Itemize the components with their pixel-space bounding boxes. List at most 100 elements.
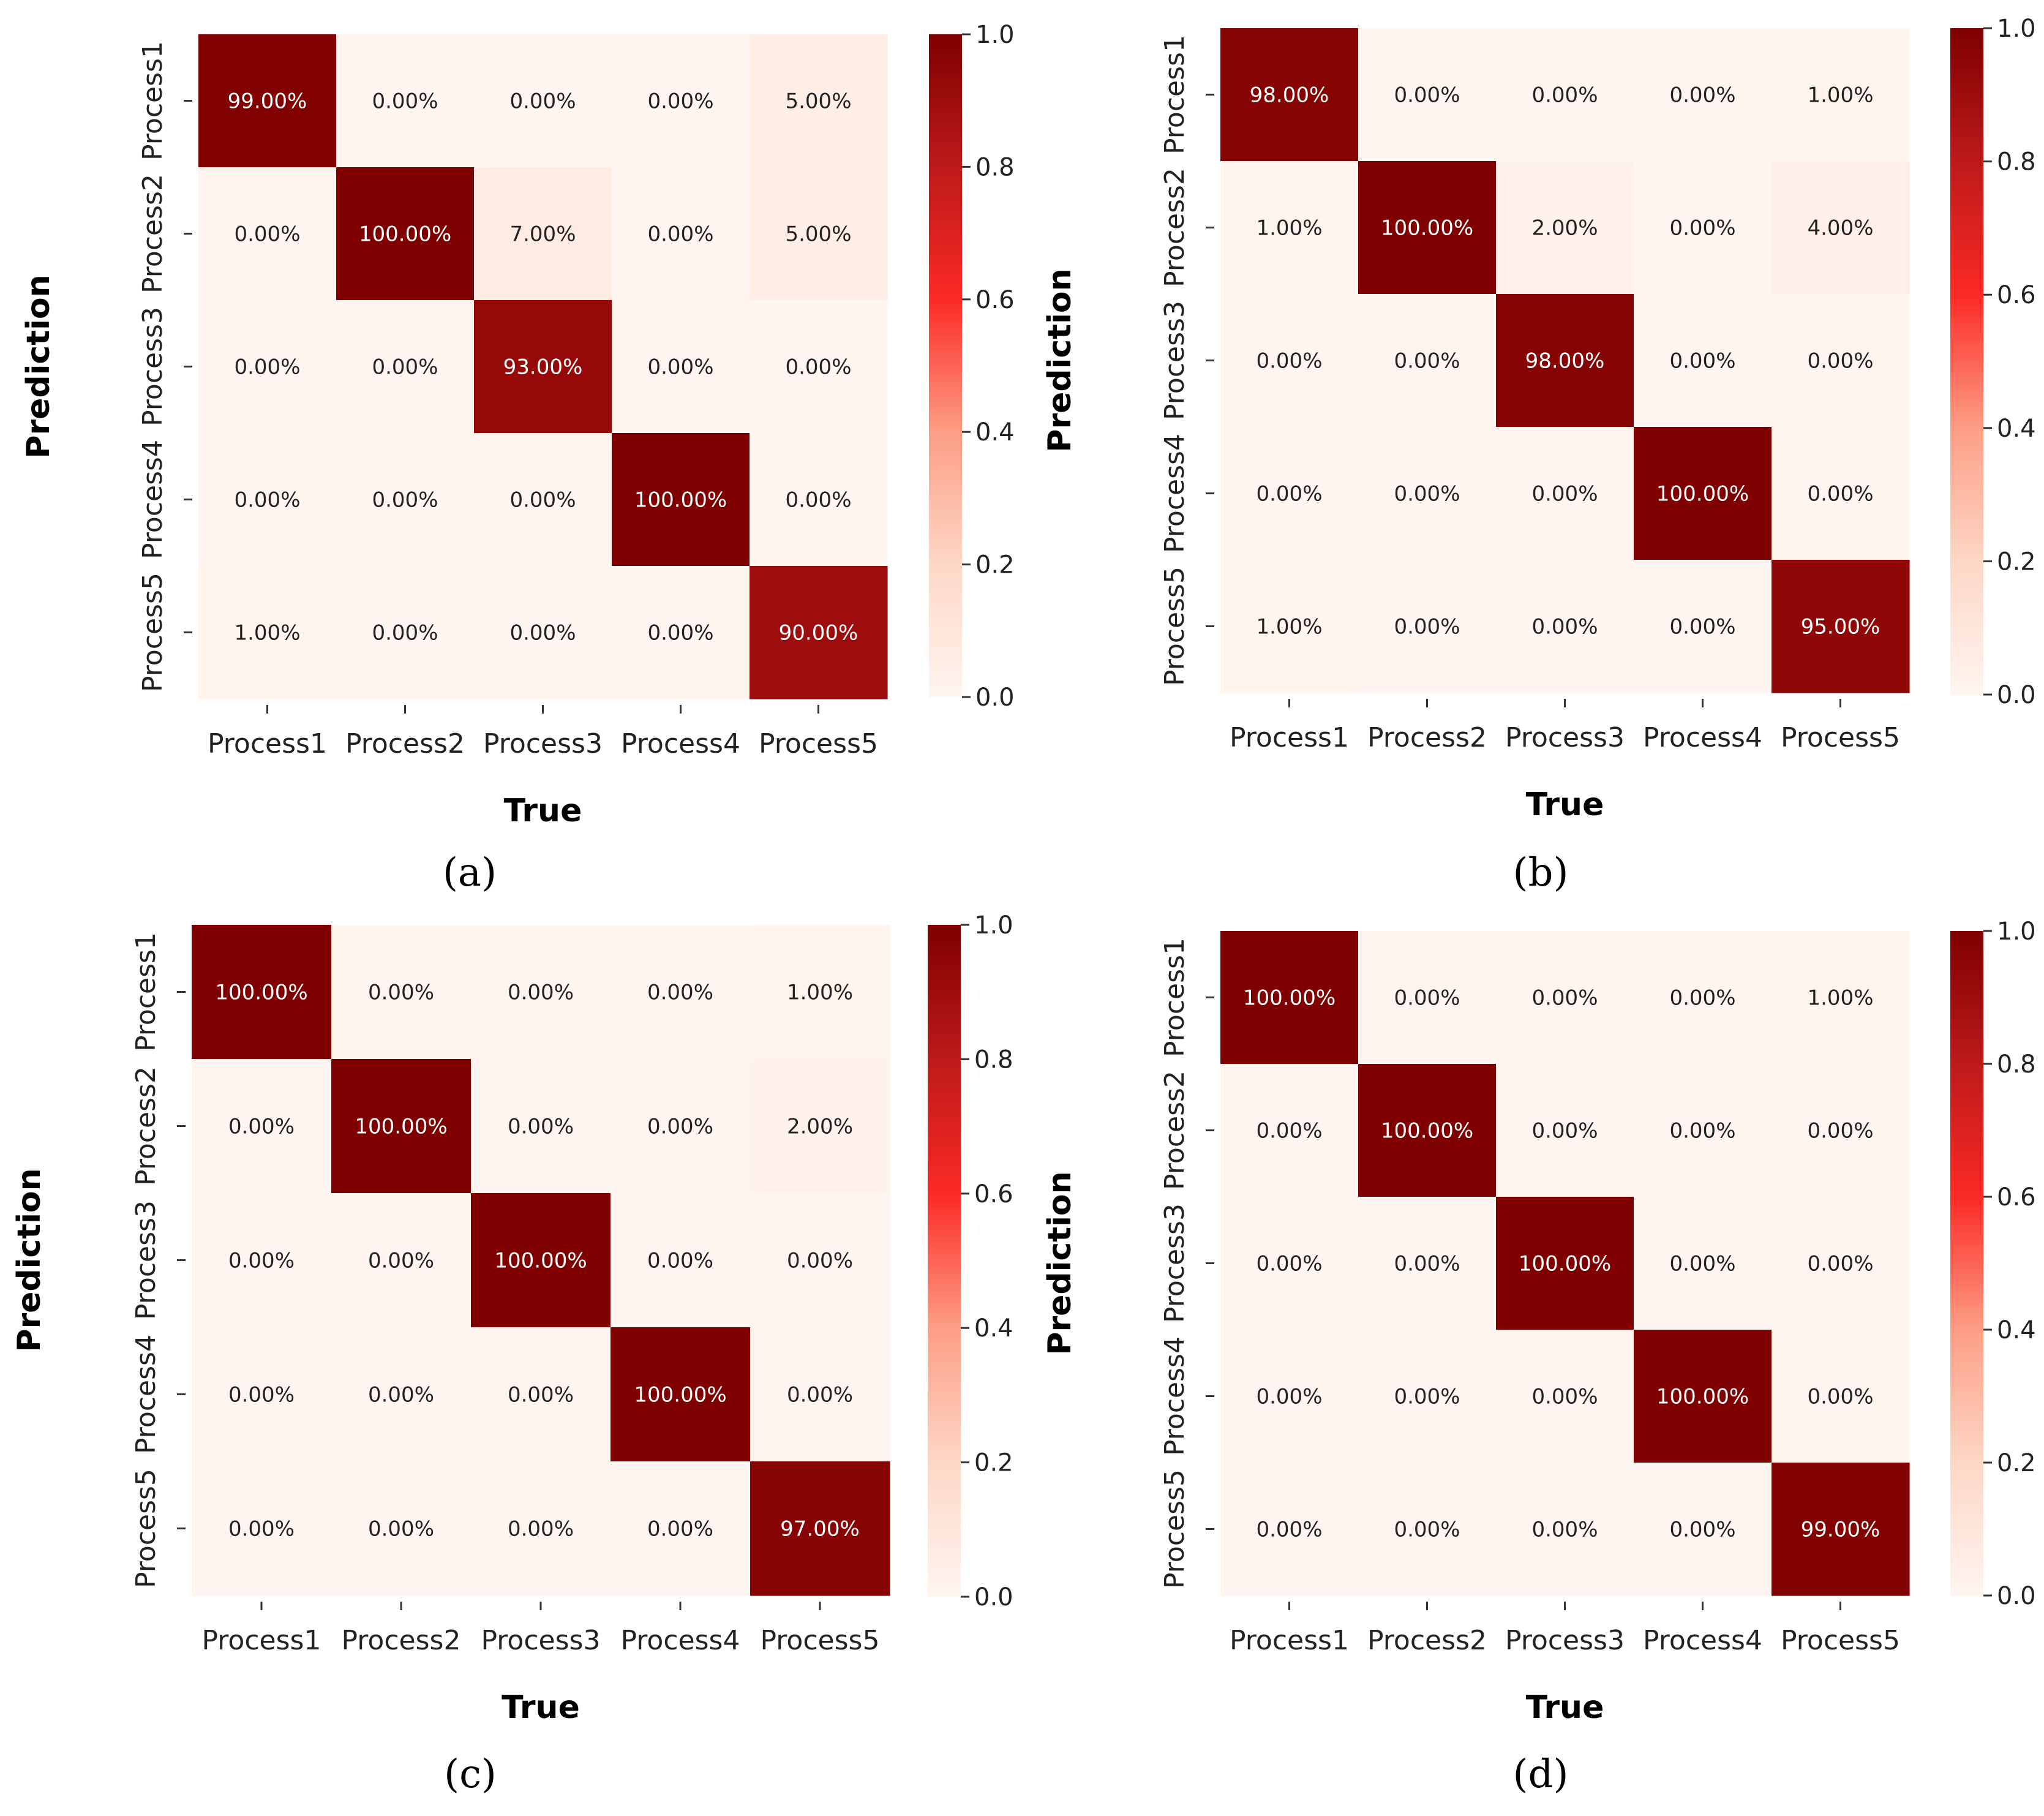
- x-axis-title: True: [1526, 1689, 1604, 1726]
- colorbar: [928, 925, 961, 1597]
- colorbar-tick-label: 0.4: [975, 418, 1015, 446]
- cell-value-label: 0.00%: [1256, 349, 1322, 374]
- heatmap-cell: [750, 433, 888, 567]
- y-tick-label: Process1: [1159, 938, 1190, 1057]
- heatmap-cell: [1634, 1463, 1772, 1596]
- cell-value-label: 4.00%: [1807, 216, 1873, 241]
- colorbar-tick-label: 0.6: [1997, 1183, 2036, 1211]
- colorbar-tick-label: 0.0: [1997, 1582, 2036, 1610]
- cell-value-label: 0.00%: [1669, 83, 1735, 108]
- heatmap-cell: [611, 1327, 751, 1462]
- heatmap-cell: [1634, 931, 1772, 1064]
- heatmap-cell: [1358, 427, 1497, 560]
- colorbar-tick-label: 0.6: [974, 1180, 1013, 1208]
- cell-value-label: 0.00%: [1531, 1119, 1598, 1143]
- cell-value-label: 1.00%: [234, 621, 300, 646]
- cell-value-label: 2.00%: [1531, 216, 1598, 241]
- cell-value-label: 95.00%: [1801, 615, 1881, 639]
- colorbar-tick-label: 0.4: [1997, 415, 2036, 443]
- heatmap-cell: [1220, 427, 1359, 560]
- heatmap-cell: [1772, 1064, 1910, 1197]
- panel-caption: (c): [444, 1752, 497, 1797]
- heatmap-cell: [336, 167, 475, 301]
- y-tick-label: Process3: [130, 1200, 162, 1320]
- y-tick-label: Process1: [137, 41, 168, 160]
- heatmap-cell: [331, 1461, 472, 1596]
- cell-value-label: 0.00%: [785, 488, 851, 513]
- cell-value-label: 0.00%: [647, 1115, 713, 1139]
- cell-value-label: 0.00%: [1531, 1385, 1598, 1409]
- x-axis-title: True: [504, 793, 582, 829]
- x-tick-label: Process1: [202, 1625, 321, 1656]
- cell-value-label: 0.00%: [1807, 1385, 1873, 1409]
- colorbar-tick-label: 0.8: [1997, 1050, 2036, 1079]
- colorbar-tick-label: 0.0: [1997, 681, 2036, 709]
- heatmap-cell: [1772, 1330, 1910, 1463]
- heatmap-cell: [1496, 1197, 1634, 1330]
- heatmap-cell: [1496, 1064, 1634, 1197]
- heatmap-cell: [331, 925, 472, 1060]
- y-tick-label: Process2: [1159, 168, 1190, 287]
- heatmap-cell: [1772, 427, 1910, 560]
- cell-value-label: 0.00%: [1394, 1518, 1460, 1542]
- x-tick-label: Process2: [342, 1625, 461, 1656]
- heatmap-cell: [336, 300, 475, 434]
- cell-value-label: 0.00%: [234, 355, 300, 380]
- heatmap-cell: [1496, 294, 1634, 428]
- cell-value-label: 100.00%: [1656, 1385, 1749, 1409]
- colorbar-tick-label: 1.0: [975, 21, 1015, 49]
- cell-value-label: 90.00%: [779, 621, 859, 646]
- panel-b: 98.00% 0.00% 0.00% 0.00% 1.00% 1.00% 100.00% 2.…: [1042, 15, 2036, 895]
- cell-value-label: 0.00%: [1394, 482, 1460, 507]
- heatmap-cell: [1220, 294, 1359, 428]
- colorbar-tick-label: 0.4: [974, 1314, 1013, 1343]
- cell-value-label: 0.00%: [1394, 349, 1460, 374]
- y-tick-label: Process2: [130, 1066, 162, 1186]
- heatmap-cell: [198, 34, 337, 168]
- cell-value-label: 0.00%: [647, 222, 713, 247]
- cell-value-label: 100.00%: [1656, 482, 1749, 507]
- x-tick-label: Process4: [621, 1625, 740, 1656]
- cell-value-label: 0.00%: [1256, 1252, 1322, 1276]
- cell-value-label: 0.00%: [509, 488, 576, 513]
- colorbar-tick-label: 0.2: [1997, 1449, 2036, 1477]
- heatmap-cell: [1634, 1330, 1772, 1463]
- cell-value-label: 0.00%: [228, 1249, 295, 1273]
- cell-value-label: 100.00%: [359, 222, 451, 247]
- heatmap-cell: [192, 1059, 332, 1194]
- heatmap-cell: [1358, 1330, 1497, 1463]
- cell-value-label: 0.00%: [1807, 1119, 1873, 1143]
- x-tick-label: Process2: [345, 728, 465, 759]
- y-tick-label: Process3: [1159, 1204, 1190, 1323]
- cell-value-label: 100.00%: [634, 488, 727, 513]
- heatmap-cell: [750, 566, 888, 699]
- y-axis-title: Prediction: [1042, 268, 1078, 452]
- cell-value-label: 0.00%: [1669, 1252, 1735, 1276]
- heatmap-cell: [1220, 560, 1359, 693]
- y-tick-label: Process2: [1159, 1071, 1190, 1190]
- heatmap-cell: [1358, 1064, 1497, 1197]
- heatmap-cell: [612, 433, 750, 567]
- panel-a: 99.00% 0.00% 0.00% 0.00% 5.00% 0.00% 100.00% 7.…: [20, 21, 1015, 895]
- x-tick-label: Process2: [1367, 722, 1487, 753]
- cell-value-label: 97.00%: [780, 1517, 860, 1542]
- heatmap-cell: [331, 1327, 472, 1462]
- x-tick-label: Process3: [1505, 1625, 1625, 1656]
- heatmap-cell: [198, 433, 337, 567]
- cell-value-label: 0.00%: [234, 488, 300, 513]
- heatmap-cell: [1358, 560, 1497, 693]
- heatmap-cell: [474, 300, 612, 434]
- heatmap-cell: [750, 34, 888, 168]
- cell-value-label: 0.00%: [1531, 83, 1598, 108]
- cell-value-label: 0.00%: [372, 355, 438, 380]
- cell-value-label: 0.00%: [1669, 1518, 1735, 1542]
- panel-c: 100.00% 0.00% 0.00% 0.00% 1.00% 0.00% 100.00% 0…: [11, 911, 1013, 1797]
- cell-value-label: 93.00%: [503, 355, 583, 380]
- cell-value-label: 5.00%: [785, 89, 851, 114]
- cell-value-label: 0.00%: [508, 1517, 574, 1542]
- cell-value-label: 5.00%: [785, 222, 851, 247]
- cell-value-label: 0.00%: [368, 1517, 434, 1542]
- cell-value-label: 0.00%: [1531, 482, 1598, 507]
- heatmap-cell: [1220, 1197, 1359, 1330]
